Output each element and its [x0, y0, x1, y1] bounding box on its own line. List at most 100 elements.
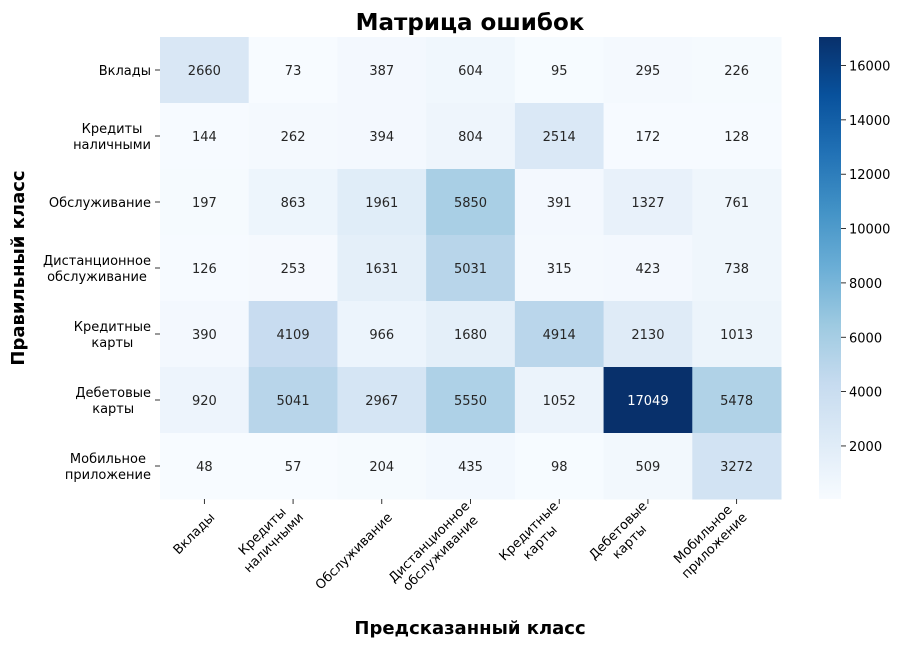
- y-tick-label-line: Вклады: [99, 64, 151, 79]
- colorbar-tick-label: 12000: [849, 168, 890, 183]
- chart-title: Матрица ошибок: [356, 10, 585, 36]
- cell-value-label: 1013: [720, 328, 753, 343]
- cell-value-label: 253: [281, 262, 306, 277]
- cell-value-label: 4109: [277, 328, 310, 343]
- heatmap-cell: [337, 169, 427, 236]
- cell-value-label: 5041: [277, 394, 310, 409]
- heatmap-cell: [603, 103, 693, 170]
- cell-value-label: 1327: [631, 196, 664, 211]
- cell-value-label: 1052: [543, 394, 576, 409]
- heatmap-cell: [160, 37, 250, 104]
- colorbar-tick-label: 16000: [849, 60, 890, 75]
- cell-value-label: 98: [551, 460, 568, 475]
- heatmap-cell: [160, 169, 250, 236]
- colorbar-gradient: [819, 37, 841, 499]
- heatmap-cell: [514, 367, 605, 434]
- x-tick-label-line: Вклады: [171, 510, 219, 558]
- cell-value-label: 2967: [365, 394, 398, 409]
- y-tick-label-line: обслуживание: [47, 270, 147, 285]
- heatmap-cell: [160, 235, 250, 302]
- heatmap-cell: [692, 103, 782, 170]
- y-tick-label-line: приложение: [65, 468, 151, 483]
- cell-value-label: 295: [636, 64, 661, 79]
- cell-value-label: 394: [369, 130, 394, 145]
- heatmap-cell: [337, 103, 427, 170]
- cell-value-label: 1631: [365, 262, 398, 277]
- heatmap-cell: [692, 235, 782, 302]
- heatmap-cell: [248, 37, 338, 104]
- heatmap-cell: [248, 103, 338, 170]
- heatmap-cell: [160, 433, 250, 500]
- heatmap-cell: [248, 301, 338, 368]
- heatmap-cell: [514, 235, 605, 302]
- y-tick-label-line: карты: [91, 336, 133, 351]
- cell-value-label: 509: [636, 460, 661, 475]
- cell-value-label: 2514: [543, 130, 576, 145]
- cell-value-label: 2660: [188, 64, 221, 79]
- heatmap-cell: [514, 37, 605, 104]
- heatmap-cell: [603, 367, 693, 434]
- colorbar-tick-label: 8000: [849, 277, 882, 292]
- heatmap-cell: [514, 103, 605, 170]
- heatmap-cell: [160, 103, 250, 170]
- heatmap-cell: [160, 367, 250, 434]
- heatmap-cell: [514, 169, 605, 236]
- heatmap-cell: [426, 235, 516, 302]
- cell-value-label: 262: [281, 130, 306, 145]
- y-tick-label-line: Обслуживание: [49, 196, 151, 211]
- heatmap-cell: [337, 37, 427, 104]
- cell-value-label: 738: [724, 262, 749, 277]
- cell-value-label: 863: [281, 196, 306, 211]
- cell-value-label: 48: [196, 460, 213, 475]
- heatmap-cell: [692, 367, 782, 434]
- heatmap-cell: [337, 367, 427, 434]
- heatmap-cell: [426, 103, 516, 170]
- heatmap-cell: [248, 235, 338, 302]
- heatmap-cell: [426, 367, 516, 434]
- cell-value-label: 128: [724, 130, 749, 145]
- x-tick-label-line: Обслуживание: [313, 510, 396, 593]
- cell-value-label: 804: [458, 130, 483, 145]
- cell-value-label: 387: [369, 64, 394, 79]
- heatmap-cell: [692, 169, 782, 236]
- cell-value-label: 4914: [543, 328, 576, 343]
- y-tick-label-line: наличными: [73, 138, 151, 153]
- y-tick-label-line: Кредиты: [82, 122, 143, 137]
- heatmap-cell: [603, 301, 693, 368]
- cell-value-label: 761: [724, 196, 749, 211]
- heatmap-cell: [248, 433, 338, 500]
- heatmap-cell: [426, 301, 516, 368]
- y-tick-label-line: карты: [92, 402, 134, 417]
- cell-value-label: 73: [285, 64, 302, 79]
- heatmap-cell: [248, 367, 338, 434]
- cell-value-label: 144: [192, 130, 217, 145]
- cell-value-label: 5478: [720, 394, 753, 409]
- cell-value-label: 57: [285, 460, 302, 475]
- cell-value-label: 1961: [365, 196, 398, 211]
- x-axis-label: Предсказанный класс: [354, 618, 585, 639]
- heatmap-cell: [603, 433, 693, 500]
- heatmap-cell: [160, 301, 250, 368]
- heatmap-cell: [248, 169, 338, 236]
- y-axis-label: Правильный класс: [8, 170, 29, 365]
- cell-value-label: 126: [192, 262, 217, 277]
- cell-value-label: 204: [369, 460, 394, 475]
- colorbar-tick-label: 6000: [849, 331, 882, 346]
- heatmap-cell: [426, 433, 516, 500]
- colorbar-tick-label: 10000: [849, 223, 890, 238]
- heatmap-cell: [603, 169, 693, 236]
- cell-value-label: 5550: [454, 394, 487, 409]
- colorbar: 2000 4000 6000 8000 10000 12000 14000 16000: [819, 37, 890, 499]
- y-tick-label: Обслуживание: [49, 196, 151, 211]
- heatmap-cell: [514, 301, 605, 368]
- cell-value-label: 1680: [454, 328, 487, 343]
- cell-value-label: 226: [724, 64, 749, 79]
